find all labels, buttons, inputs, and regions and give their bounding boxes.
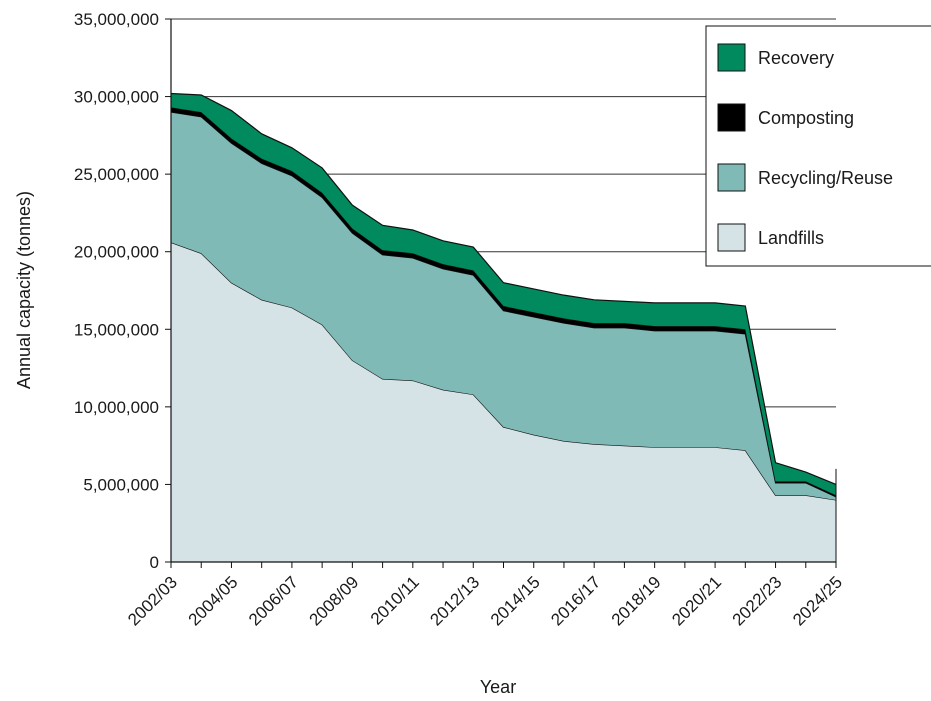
area-recovery (171, 93, 836, 496)
x-tick-label: 2020/21 (668, 573, 725, 630)
y-tick-label: 25,000,000 (74, 165, 159, 184)
y-tick-label: 5,000,000 (83, 475, 159, 494)
y-tick-labels: 0 5,000,000 10,000,000 15,000,000 20,000,000… (74, 10, 159, 572)
legend-label-composting: Composting (758, 108, 854, 128)
axes (165, 18, 837, 568)
y-tick-label: 10,000,000 (74, 398, 159, 417)
x-tick-label: 2016/17 (547, 573, 604, 630)
area-composting (171, 107, 836, 497)
legend: Recovery Composting Recycling/Reuse Landfil… (705, 25, 931, 267)
x-tick-label: 2006/07 (245, 573, 302, 630)
y-tick-label: 35,000,000 (74, 10, 159, 29)
y-tick-label: 15,000,000 (74, 320, 159, 339)
x-tick-label: 2012/13 (426, 573, 483, 630)
x-tick-labels: 2002/03 2004/05 2006/07 2008/09 2010/11 2012/… (124, 573, 846, 630)
x-tick-label: 2018/19 (608, 573, 665, 630)
y-tick-label: 20,000,000 (74, 243, 159, 262)
legend-swatch-recycling-reuse (717, 163, 746, 192)
x-tick-label: 2008/09 (306, 573, 363, 630)
legend-label-recycling-reuse: Recycling/Reuse (758, 168, 893, 188)
area-recycling-reuse (171, 112, 836, 500)
x-tick-label: 2022/23 (729, 573, 786, 630)
x-tick-label: 2002/03 (124, 573, 181, 630)
legend-swatch-landfills (717, 223, 746, 252)
y-axis-title: Annual capacity (tonnes) (14, 191, 34, 389)
legend-label-recovery: Recovery (758, 48, 834, 68)
x-tick-label: 2014/15 (487, 573, 544, 630)
area-outline-recovery (170, 92, 837, 485)
y-tick-label: 0 (150, 553, 159, 572)
legend-swatch-composting (717, 103, 746, 132)
x-tick-label: 2004/05 (185, 573, 242, 630)
legend-label-landfills: Landfills (758, 228, 824, 248)
area-landfills (171, 242, 836, 563)
legend-swatch-recovery (717, 43, 746, 72)
area-series (170, 92, 837, 563)
x-tick-label: 2010/11 (367, 573, 423, 629)
y-tick-label: 30,000,000 (74, 88, 159, 107)
x-tick-label: 2024/25 (789, 573, 846, 630)
x-axis-title: Year (480, 677, 516, 697)
